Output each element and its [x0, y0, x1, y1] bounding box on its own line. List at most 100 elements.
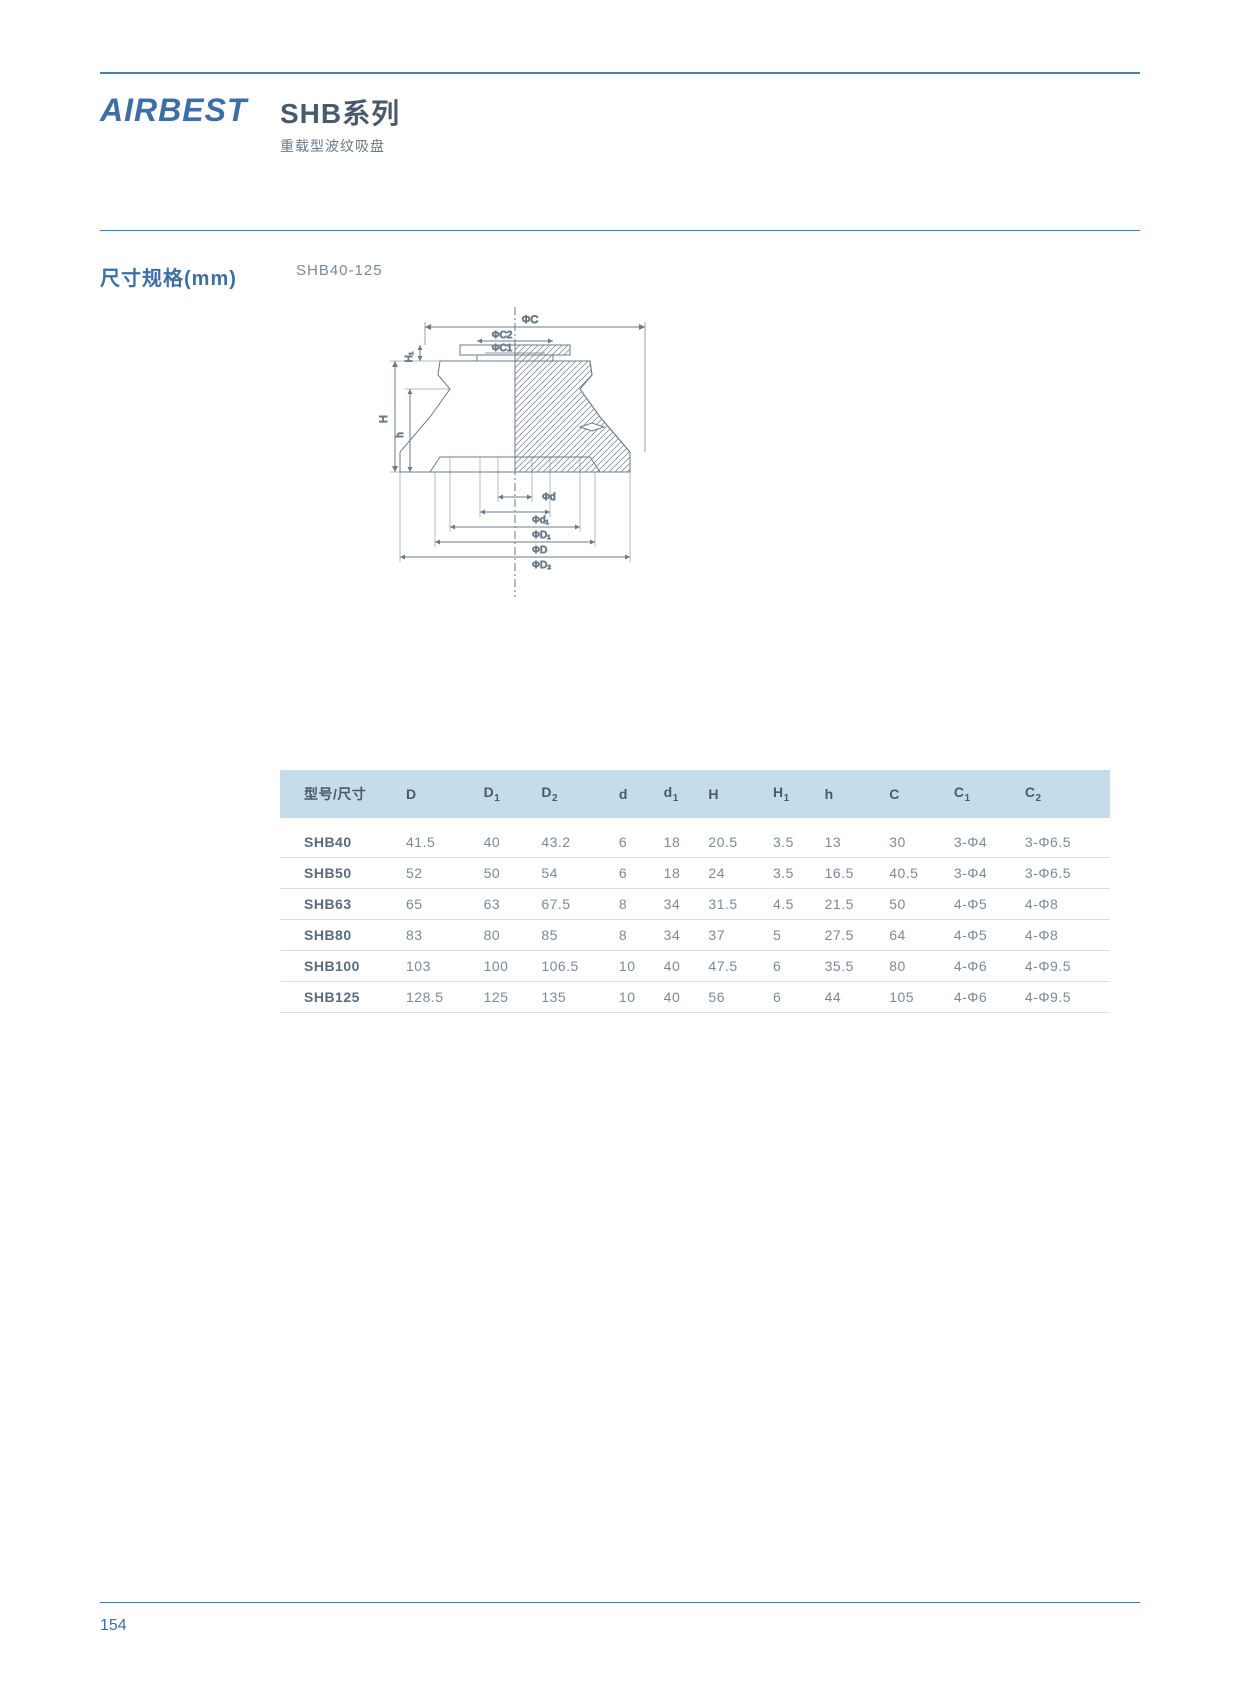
value-cell: 8: [613, 920, 658, 951]
value-cell: 3-Φ6.5: [1019, 818, 1110, 858]
value-cell: 18: [658, 818, 703, 858]
value-cell: 4-Φ9.5: [1019, 951, 1110, 982]
value-cell: 50: [883, 889, 948, 920]
value-cell: 37: [702, 920, 767, 951]
mid-rule: [100, 230, 1140, 231]
diagram-area: SHB40-125 ΦC: [280, 262, 900, 637]
title-block: SHB系列 重载型波纹吸盘: [280, 92, 400, 156]
model-cell: SHB125: [280, 982, 400, 1013]
label-h: h: [395, 432, 406, 438]
value-cell: 40: [478, 818, 536, 858]
value-cell: 65: [400, 889, 478, 920]
section-label: 尺寸规格(mm): [100, 262, 237, 291]
value-cell: 4-Φ8: [1019, 889, 1110, 920]
page-number: 154: [100, 1617, 127, 1635]
value-cell: 54: [535, 858, 613, 889]
value-cell: 63: [478, 889, 536, 920]
label-H: H: [378, 415, 390, 423]
value-cell: 13: [819, 818, 884, 858]
value-cell: 5: [767, 920, 819, 951]
model-cell: SHB63: [280, 889, 400, 920]
label-phiC: ΦC: [522, 314, 539, 326]
model-cell: SHB40: [280, 818, 400, 858]
value-cell: 83: [400, 920, 478, 951]
value-cell: 4-Φ8: [1019, 920, 1110, 951]
value-cell: 3-Φ4: [948, 858, 1019, 889]
value-cell: 135: [535, 982, 613, 1013]
col-H: H: [702, 770, 767, 818]
table-row: SHB8083808583437527.5644-Φ54-Φ8: [280, 920, 1110, 951]
table-row: SHB50525054618243.516.540.53-Φ43-Φ6.5: [280, 858, 1110, 889]
value-cell: 24: [702, 858, 767, 889]
value-cell: 10: [613, 951, 658, 982]
value-cell: 4-Φ9.5: [1019, 982, 1110, 1013]
series-subtitle: 重载型波纹吸盘: [280, 136, 400, 156]
table-row: SHB63656367.583431.54.521.5504-Φ54-Φ8: [280, 889, 1110, 920]
value-cell: 3.5: [767, 858, 819, 889]
label-H1: H₁: [404, 351, 415, 362]
value-cell: 4-Φ5: [948, 920, 1019, 951]
value-cell: 6: [767, 951, 819, 982]
label-phiD: ΦD: [532, 545, 547, 556]
value-cell: 16.5: [819, 858, 884, 889]
value-cell: 4.5: [767, 889, 819, 920]
value-cell: 35.5: [819, 951, 884, 982]
value-cell: 21.5: [819, 889, 884, 920]
value-cell: 103: [400, 951, 478, 982]
value-cell: 100: [478, 951, 536, 982]
value-cell: 40: [658, 951, 703, 982]
label-phiC2: ΦC2: [492, 330, 513, 341]
value-cell: 4-Φ6: [948, 982, 1019, 1013]
value-cell: 34: [658, 920, 703, 951]
col-d: d: [613, 770, 658, 818]
header: AIRBEST SHB系列 重载型波纹吸盘: [100, 92, 1140, 156]
label-phiC1: ΦC1: [492, 343, 513, 354]
value-cell: 30: [883, 818, 948, 858]
value-cell: 67.5: [535, 889, 613, 920]
table-row: SHB125128.51251351040566441054-Φ64-Φ9.5: [280, 982, 1110, 1013]
value-cell: 4-Φ6: [948, 951, 1019, 982]
col-D1: D1: [478, 770, 536, 818]
value-cell: 64: [883, 920, 948, 951]
table-row: SHB100103100106.5104047.5635.5804-Φ64-Φ9…: [280, 951, 1110, 982]
value-cell: 125: [478, 982, 536, 1013]
value-cell: 31.5: [702, 889, 767, 920]
value-cell: 106.5: [535, 951, 613, 982]
label-phiD2: ΦD₂: [532, 560, 551, 571]
col-C2: C2: [1019, 770, 1110, 818]
value-cell: 3-Φ4: [948, 818, 1019, 858]
value-cell: 47.5: [702, 951, 767, 982]
value-cell: 6: [613, 858, 658, 889]
value-cell: 56: [702, 982, 767, 1013]
bottom-rule: [100, 1602, 1140, 1603]
value-cell: 43.2: [535, 818, 613, 858]
col-型号/尺寸: 型号/尺寸: [280, 770, 400, 818]
col-h: h: [819, 770, 884, 818]
col-D2: D2: [535, 770, 613, 818]
value-cell: 41.5: [400, 818, 478, 858]
value-cell: 52: [400, 858, 478, 889]
value-cell: 34: [658, 889, 703, 920]
diagram-caption: SHB40-125: [296, 262, 900, 279]
model-cell: SHB50: [280, 858, 400, 889]
col-D: D: [400, 770, 478, 818]
value-cell: 6: [613, 818, 658, 858]
label-phid1: Φd₁: [532, 515, 550, 526]
value-cell: 80: [478, 920, 536, 951]
col-d1: d1: [658, 770, 703, 818]
spec-table-head: 型号/尺寸DD1D2dd1HH1hCC1C2: [280, 770, 1110, 818]
value-cell: 6: [767, 982, 819, 1013]
top-rule: [100, 72, 1140, 74]
label-phid: Φd: [542, 492, 556, 503]
model-cell: SHB100: [280, 951, 400, 982]
value-cell: 3-Φ6.5: [1019, 858, 1110, 889]
spec-table-body: SHB4041.54043.261820.53.513303-Φ43-Φ6.5S…: [280, 818, 1110, 1013]
value-cell: 20.5: [702, 818, 767, 858]
label-phiD1: ΦD₁: [532, 530, 551, 541]
spec-table: 型号/尺寸DD1D2dd1HH1hCC1C2 SHB4041.54043.261…: [280, 770, 1110, 1013]
brand-logo: AIRBEST: [100, 92, 278, 129]
technical-drawing: ΦC ΦC2 ΦC1 H₁ H h: [280, 297, 750, 637]
table-row: SHB4041.54043.261820.53.513303-Φ43-Φ6.5: [280, 818, 1110, 858]
value-cell: 40: [658, 982, 703, 1013]
value-cell: 8: [613, 889, 658, 920]
